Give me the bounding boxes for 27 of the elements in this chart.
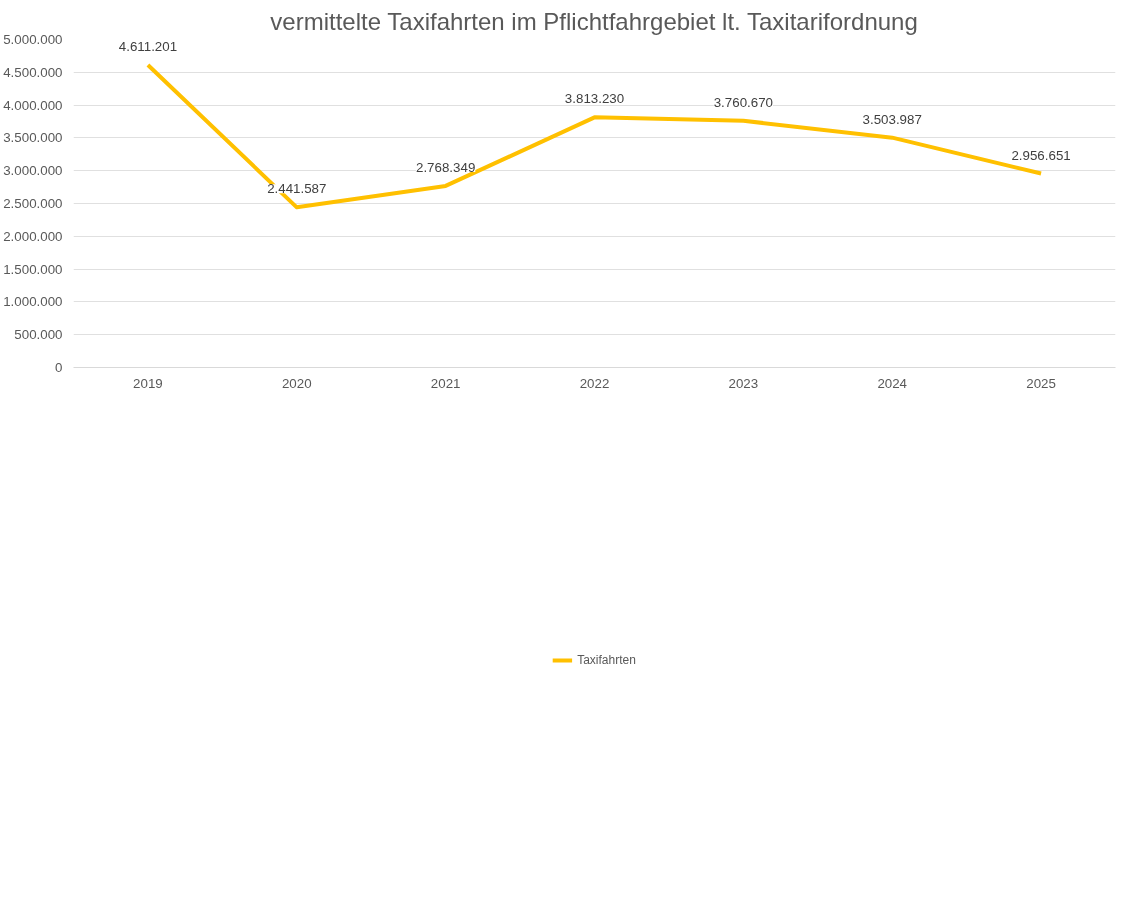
y-tick-label: 2.000.000 bbox=[3, 228, 63, 244]
y-tick-label: 5.000.000 bbox=[3, 32, 63, 47]
y-tick-label: 4.500.000 bbox=[3, 64, 63, 80]
x-tick-label: 2022 bbox=[579, 375, 610, 391]
data-label: 3.813.230 bbox=[564, 91, 625, 107]
data-label: 2.768.349 bbox=[416, 159, 476, 175]
x-tick-label: 2023 bbox=[728, 375, 759, 391]
chart-title: vermittelte Taxifahrten im Pflichtfahrgebiet lt. Taxitarifordnung bbox=[270, 7, 918, 35]
x-tick-label: 2021 bbox=[430, 375, 461, 391]
x-tick-label: 2020 bbox=[281, 375, 312, 391]
y-tick-label: 3.500.000 bbox=[3, 130, 63, 146]
data-label: 3.503.987 bbox=[862, 111, 922, 127]
x-tick-label: 2024 bbox=[877, 375, 908, 391]
y-tick-label: 500.000 bbox=[14, 327, 63, 343]
y-tick-label: 0 bbox=[55, 360, 63, 375]
data-label: 3.760.670 bbox=[713, 94, 774, 110]
y-tick-label: 1.500.000 bbox=[3, 261, 63, 277]
y-tick-label: 3.000.000 bbox=[3, 163, 63, 179]
data-label: 4.611.201 bbox=[118, 39, 178, 55]
data-label: 2.441.587 bbox=[267, 181, 327, 197]
x-tick-label: 2025 bbox=[1026, 375, 1056, 391]
y-tick-label: 1.000.000 bbox=[3, 294, 63, 310]
x-tick-label: 2019 bbox=[133, 375, 163, 391]
y-tick-label: 2.500.000 bbox=[3, 196, 63, 211]
data-label: 2.956.651 bbox=[1011, 147, 1071, 163]
legend-label: Taxifahrten bbox=[577, 653, 636, 667]
y-tick-label: 4.000.000 bbox=[3, 97, 63, 113]
